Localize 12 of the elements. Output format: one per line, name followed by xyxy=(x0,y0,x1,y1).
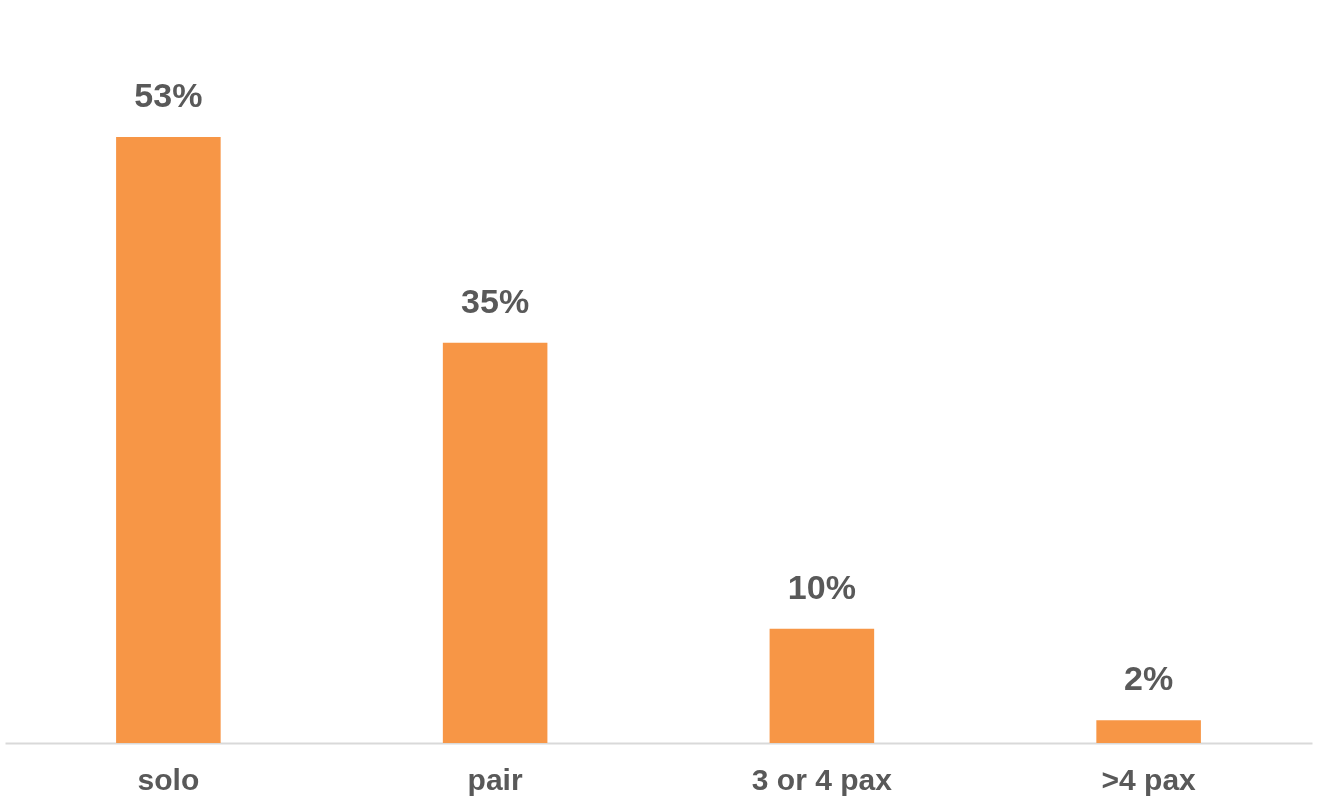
x-tick-label: solo xyxy=(137,762,200,796)
bar xyxy=(769,628,875,743)
data-label: 35% xyxy=(461,281,530,320)
data-label: 10% xyxy=(787,567,856,606)
x-tick-label: 3 or 4 pax xyxy=(751,762,893,796)
data-label: 2% xyxy=(1124,659,1174,698)
x-tick-label: pair xyxy=(467,762,523,796)
bar xyxy=(116,137,221,743)
data-label: 53% xyxy=(134,76,203,114)
bar xyxy=(442,342,548,743)
x-tick-label: >4 pax xyxy=(1101,762,1197,796)
bar xyxy=(1096,720,1201,743)
